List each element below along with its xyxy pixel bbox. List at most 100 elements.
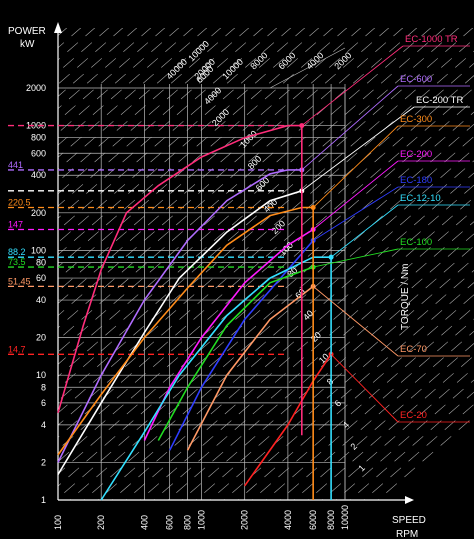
torque-line <box>97 172 474 500</box>
diagonal-label: 8000 <box>248 50 269 71</box>
torque-line <box>181 245 474 500</box>
series-line <box>57 190 303 475</box>
torque-line <box>335 379 474 500</box>
power-marker-label: 88.2 <box>8 247 26 257</box>
torque-line <box>251 306 474 500</box>
torque-line <box>58 28 194 146</box>
y-axis-unit: kW <box>20 39 35 50</box>
torque-line <box>58 28 236 183</box>
torque-axis-title: TORQUE / Nm <box>400 264 411 330</box>
torque-line <box>58 28 166 122</box>
series-line <box>186 285 314 451</box>
series-leader-line <box>312 160 399 230</box>
x-axis-title: SPEED <box>392 515 426 526</box>
torque-tick-label: 4 <box>341 420 352 431</box>
diagonal-label: 6000 <box>276 50 297 71</box>
torque-line <box>58 28 152 110</box>
y-tick-label: 80 <box>36 257 46 267</box>
series-leader-line <box>313 248 399 268</box>
y-tick-label: 600 <box>31 148 46 158</box>
torque-tick-label: 2 <box>348 441 359 452</box>
power-marker-label: 441 <box>8 160 23 170</box>
y-tick-label: 1000 <box>26 121 46 131</box>
series-legend-label: EC-600 <box>400 74 432 85</box>
torque-line <box>58 28 348 280</box>
y-tick-label: 800 <box>31 133 46 143</box>
series-leader-line <box>301 85 399 171</box>
torque-line <box>265 318 474 500</box>
torque-line <box>223 282 474 500</box>
torque-line <box>58 28 208 158</box>
y-tick-label: 100 <box>31 245 46 255</box>
y-tick-labels: 1 2 4 6 8 10 20 40 60 80 100 200 400 600 800 1000 2000 <box>26 83 46 505</box>
series-leader-line <box>330 204 399 258</box>
series-legend-label: EC-1000 TR <box>405 34 458 45</box>
y-tick-label: 4 <box>41 420 46 430</box>
y-axis-arrow-icon <box>54 22 62 33</box>
torque-tick-label: 40 <box>301 308 315 322</box>
series-legend-label: EC-12-10 <box>400 193 441 204</box>
y-tick-label: 6 <box>41 398 46 408</box>
torque-line <box>321 367 474 500</box>
diagonal-label: 4000 <box>304 50 325 71</box>
torque-line <box>58 28 124 85</box>
series-leader-line <box>301 106 415 192</box>
x-tick-label: 2000 <box>240 510 250 530</box>
y-axis-title: POWER <box>8 26 46 37</box>
diagonal-label: 10000 <box>220 57 245 82</box>
torque-line <box>307 355 474 500</box>
x-tick-label: 800 <box>183 515 193 530</box>
torque-tick-label: 200 <box>270 218 288 236</box>
series-line <box>157 266 314 441</box>
power-marker-label: 51.45 <box>8 276 31 286</box>
x-tick-label: 400 <box>139 515 149 530</box>
series-leader-line <box>330 353 399 423</box>
torque-tick-label: 60 <box>293 287 307 301</box>
y-tick-label: 1 <box>41 495 46 505</box>
series-line <box>244 353 332 487</box>
series-line <box>143 228 314 441</box>
x-tick-label: 6000 <box>308 510 318 530</box>
y-tick-label: 40 <box>36 295 46 305</box>
torque-line <box>293 343 474 500</box>
torque-line <box>111 184 474 500</box>
x-tick-label: 10000 <box>340 505 350 530</box>
torque-tick-label: 4000 <box>202 85 223 106</box>
series-leader-line <box>301 45 404 126</box>
x-axis-arrow-icon <box>405 496 414 504</box>
torque-line <box>209 269 474 500</box>
torque-line <box>363 403 474 500</box>
torque-line <box>58 28 180 134</box>
series-legend-label: EC-100 <box>400 237 432 248</box>
x-tick-label: 8000 <box>326 510 336 530</box>
torque-line <box>349 391 474 500</box>
y-tick-label: 10 <box>36 370 46 380</box>
x-tick-label: 4000 <box>283 510 293 530</box>
torque-tick-label: 800 <box>246 154 264 172</box>
power-marker-label: 147 <box>8 219 23 229</box>
series-line <box>57 169 302 463</box>
power-marker-label: 220.5 <box>8 198 31 208</box>
torque-line <box>58 28 250 195</box>
series-legend-label: EC-70 <box>400 344 427 355</box>
series-legend: EC-1000 TR EC-600 EC-200 TR EC-300 EC-200 EC-… <box>301 34 470 423</box>
y-tick-label: 2 <box>41 457 46 467</box>
power-marker-label: 73.5 <box>8 257 26 267</box>
series-line <box>57 206 314 456</box>
speed-limits <box>301 125 332 500</box>
y-tick-label: 60 <box>36 273 46 283</box>
torque-line <box>58 28 292 231</box>
torque-line <box>58 28 334 268</box>
diagonal-label: 40000 <box>164 57 189 82</box>
